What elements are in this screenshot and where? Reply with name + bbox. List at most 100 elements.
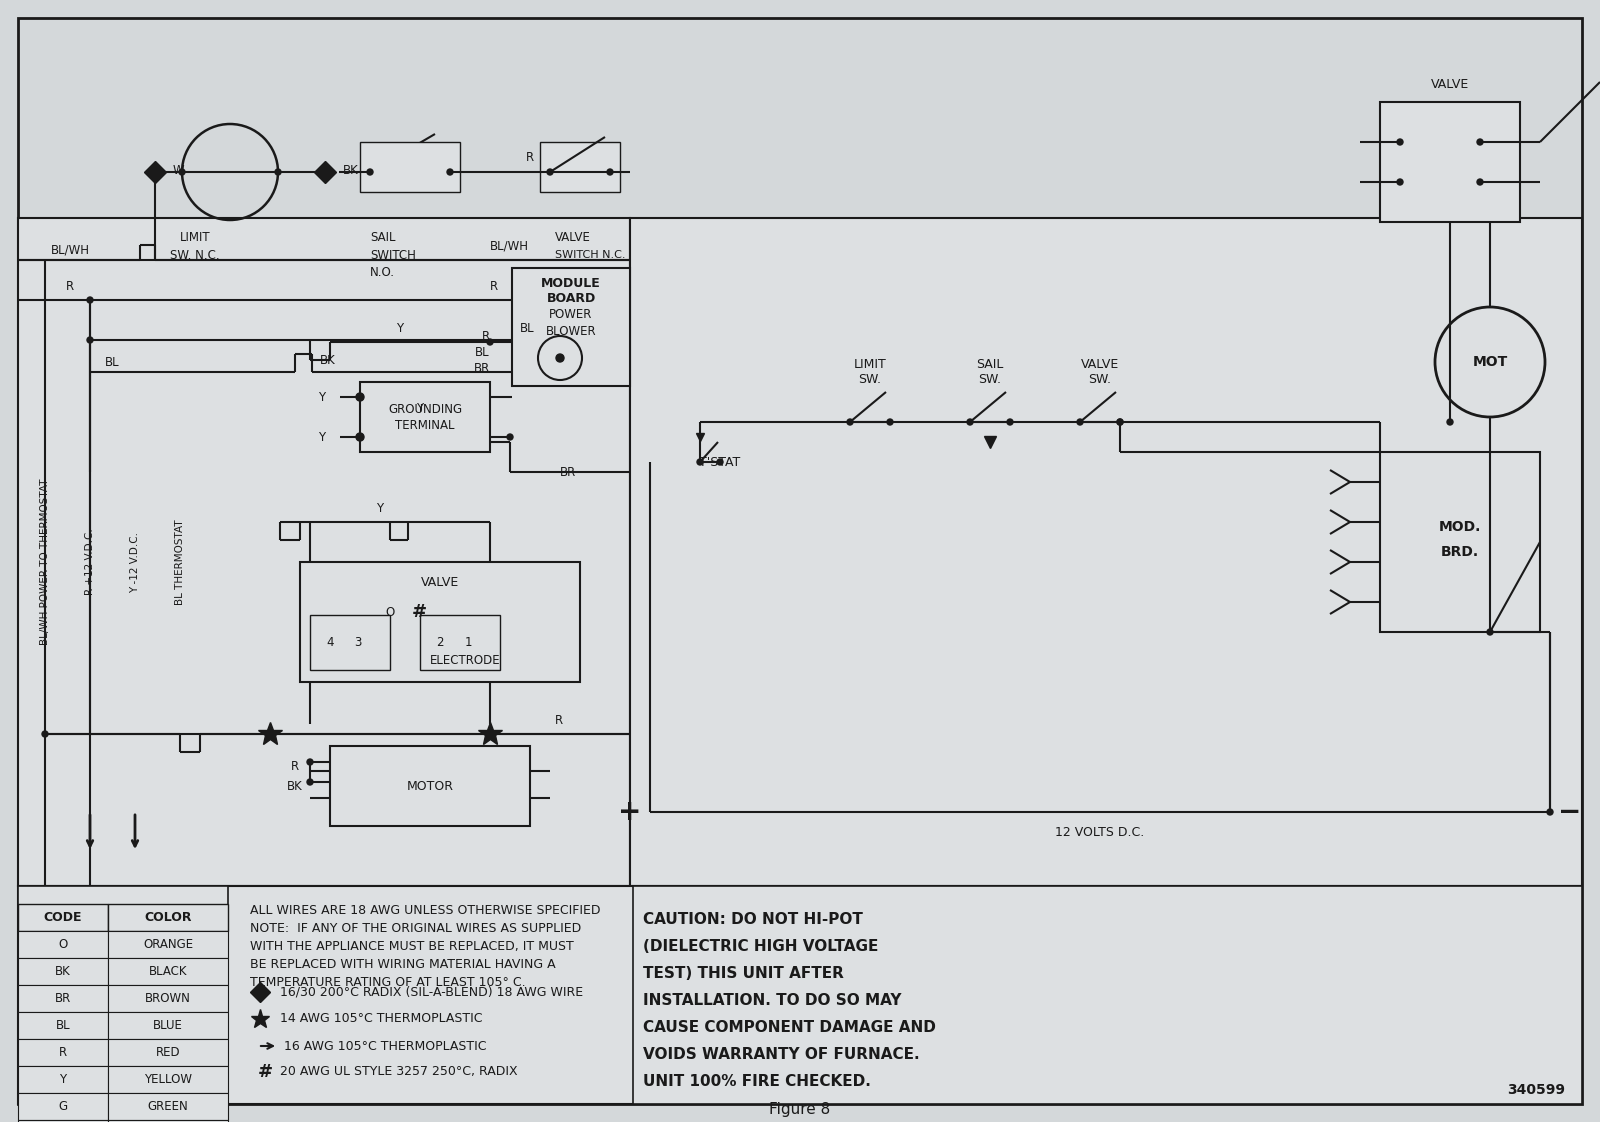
Text: MOTOR: MOTOR bbox=[406, 780, 453, 792]
Text: BOARD: BOARD bbox=[546, 292, 595, 304]
Text: 16/30 200°C RADIX (SIL-A-BLEND) 18 AWG WIRE: 16/30 200°C RADIX (SIL-A-BLEND) 18 AWG W… bbox=[280, 985, 582, 999]
Bar bbox=[18, 886, 229, 1104]
Text: SAIL
SW.: SAIL SW. bbox=[976, 358, 1003, 386]
Text: BL/WH: BL/WH bbox=[51, 243, 90, 257]
Bar bbox=[18, 1039, 109, 1066]
Text: BL: BL bbox=[106, 356, 120, 368]
Text: SAIL: SAIL bbox=[370, 230, 395, 243]
Text: YELLOW: YELLOW bbox=[144, 1073, 192, 1086]
Text: R: R bbox=[490, 279, 498, 293]
Circle shape bbox=[1006, 419, 1013, 425]
Text: 16 AWG 105°C THERMOPLASTIC: 16 AWG 105°C THERMOPLASTIC bbox=[285, 1039, 486, 1052]
Text: BR: BR bbox=[54, 992, 70, 1005]
Circle shape bbox=[366, 169, 373, 175]
Bar bbox=[1379, 102, 1520, 222]
Text: Y: Y bbox=[59, 1073, 67, 1086]
Text: CODE: CODE bbox=[43, 911, 82, 925]
Text: VALVE
SW.: VALVE SW. bbox=[1082, 358, 1118, 386]
Bar bbox=[541, 142, 621, 192]
Circle shape bbox=[557, 355, 563, 362]
Text: R: R bbox=[291, 761, 299, 773]
Text: 340599: 340599 bbox=[1507, 1083, 1565, 1097]
Text: R: R bbox=[66, 279, 74, 293]
Bar bbox=[18, 1066, 109, 1093]
Text: VALVE: VALVE bbox=[555, 230, 590, 243]
Bar bbox=[1379, 452, 1539, 632]
Circle shape bbox=[307, 758, 314, 765]
Text: BK: BK bbox=[286, 780, 302, 792]
Text: BL/WH POWER TO THERMOSTAT: BL/WH POWER TO THERMOSTAT bbox=[40, 479, 50, 645]
Circle shape bbox=[1446, 419, 1453, 425]
Text: G: G bbox=[59, 1100, 67, 1113]
Text: BR: BR bbox=[474, 361, 490, 375]
Bar bbox=[18, 1093, 109, 1120]
Text: Y: Y bbox=[376, 502, 384, 515]
Text: R +12 V.D.C.: R +12 V.D.C. bbox=[85, 528, 94, 596]
Bar bbox=[109, 958, 229, 985]
Text: (DIELECTRIC HIGH VOLTAGE: (DIELECTRIC HIGH VOLTAGE bbox=[643, 939, 878, 954]
Circle shape bbox=[355, 433, 365, 441]
Text: BK: BK bbox=[320, 353, 336, 367]
Text: SWITCH N.C.: SWITCH N.C. bbox=[555, 250, 626, 260]
Text: TEST) THIS UNIT AFTER: TEST) THIS UNIT AFTER bbox=[643, 966, 843, 981]
Text: N.O.: N.O. bbox=[370, 266, 395, 278]
Text: BK: BK bbox=[342, 164, 358, 176]
Text: Y: Y bbox=[318, 390, 325, 404]
Text: +: + bbox=[618, 798, 642, 826]
Bar bbox=[18, 931, 109, 958]
Circle shape bbox=[1477, 139, 1483, 145]
Circle shape bbox=[179, 169, 186, 175]
Bar bbox=[18, 1012, 109, 1039]
Circle shape bbox=[1077, 419, 1083, 425]
Circle shape bbox=[355, 393, 365, 401]
Text: 1: 1 bbox=[464, 635, 472, 649]
Text: VOIDS WARRANTY OF FURNACE.: VOIDS WARRANTY OF FURNACE. bbox=[643, 1047, 920, 1063]
Text: MOT: MOT bbox=[1472, 355, 1507, 369]
Text: TEMPERATURE RATING OF AT LEAST 105° C.: TEMPERATURE RATING OF AT LEAST 105° C. bbox=[250, 976, 526, 988]
Circle shape bbox=[1117, 419, 1123, 425]
Text: POWER: POWER bbox=[549, 307, 592, 321]
Text: MODULE: MODULE bbox=[541, 276, 602, 289]
Bar bbox=[360, 142, 461, 192]
Circle shape bbox=[1486, 629, 1493, 635]
Text: BR: BR bbox=[560, 466, 576, 478]
Bar bbox=[109, 1039, 229, 1066]
Text: O: O bbox=[386, 606, 395, 618]
Text: LIMIT: LIMIT bbox=[179, 230, 210, 243]
Text: CAUTION: DO NOT HI-POT: CAUTION: DO NOT HI-POT bbox=[643, 912, 862, 927]
Bar bbox=[109, 1093, 229, 1120]
Text: R: R bbox=[482, 330, 490, 342]
Text: 12 VOLTS D.C.: 12 VOLTS D.C. bbox=[1056, 826, 1144, 838]
Bar bbox=[310, 615, 390, 670]
Bar bbox=[109, 985, 229, 1012]
Text: Y: Y bbox=[397, 322, 403, 334]
Circle shape bbox=[1477, 180, 1483, 185]
Text: R: R bbox=[526, 150, 534, 164]
Circle shape bbox=[507, 434, 514, 440]
Circle shape bbox=[1397, 139, 1403, 145]
Circle shape bbox=[886, 419, 893, 425]
Bar bbox=[512, 268, 630, 386]
Text: −: − bbox=[1558, 798, 1582, 826]
Text: O: O bbox=[58, 938, 67, 951]
Bar bbox=[301, 562, 579, 682]
Text: #: # bbox=[413, 603, 427, 620]
Text: SWITCH: SWITCH bbox=[370, 248, 416, 261]
Text: 3: 3 bbox=[354, 635, 362, 649]
Text: ELECTRODE: ELECTRODE bbox=[430, 653, 501, 666]
Circle shape bbox=[86, 297, 93, 303]
Text: W: W bbox=[173, 164, 184, 176]
Text: BRD.: BRD. bbox=[1442, 545, 1478, 559]
Text: #: # bbox=[258, 1063, 274, 1080]
Bar bbox=[109, 1012, 229, 1039]
Bar bbox=[419, 615, 499, 670]
Bar bbox=[18, 904, 109, 931]
Text: UNIT 100% FIRE CHECKED.: UNIT 100% FIRE CHECKED. bbox=[643, 1074, 870, 1089]
Text: ALL WIRES ARE 18 AWG UNLESS OTHERWISE SPECIFIED: ALL WIRES ARE 18 AWG UNLESS OTHERWISE SP… bbox=[250, 904, 600, 917]
Bar bbox=[330, 746, 530, 826]
Circle shape bbox=[307, 779, 314, 785]
Circle shape bbox=[606, 169, 613, 175]
Text: BLACK: BLACK bbox=[149, 965, 187, 978]
Circle shape bbox=[486, 339, 493, 344]
Text: SW. N.C.: SW. N.C. bbox=[170, 248, 219, 261]
